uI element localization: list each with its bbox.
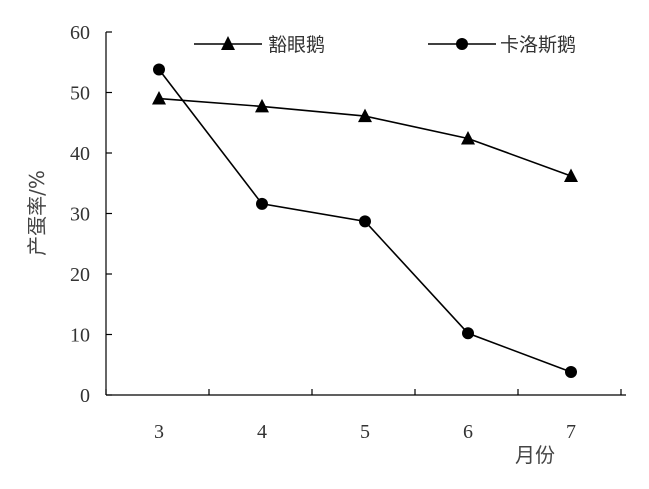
y-tick-label: 10 — [70, 325, 90, 347]
data-point-circle — [153, 63, 165, 76]
data-point-triangle — [255, 98, 269, 113]
data-point-triangle — [152, 91, 166, 105]
legend-triangle-marker — [221, 36, 235, 50]
data-point-triangle — [461, 130, 475, 145]
legend-label-series-2: 卡洛斯鹅 — [500, 34, 576, 56]
data-point-circle — [256, 197, 268, 210]
x-tick-label: 7 — [566, 421, 576, 443]
legend-label-series-1: 豁眼鹅 — [268, 34, 325, 56]
x-tick-label: 4 — [257, 421, 267, 443]
y-axis-title: 产蛋率/% — [25, 170, 49, 256]
y-tick-label: 40 — [70, 143, 90, 165]
y-tick-label: 60 — [70, 22, 90, 44]
data-point-circle — [565, 366, 577, 379]
x-tick-label: 5 — [360, 421, 370, 443]
x-tick-label: 6 — [463, 421, 473, 443]
legend-circle-marker — [456, 38, 468, 50]
legend: 豁眼鹅 卡洛斯鹅 — [194, 34, 576, 56]
axes — [105, 32, 626, 396]
legend-item-series-1: 豁眼鹅 — [194, 34, 325, 56]
x-tick-label: 3 — [154, 421, 164, 443]
x-ticks: 3 4 5 6 7 — [105, 389, 622, 443]
data-point-triangle — [564, 168, 578, 182]
data-point-triangle — [358, 108, 372, 123]
y-tick-label: 0 — [80, 385, 90, 407]
y-tick-label: 50 — [70, 83, 90, 105]
y-tick-label: 30 — [70, 204, 90, 226]
y-ticks: 0 10 20 30 40 50 60 — [70, 22, 112, 407]
legend-item-series-2: 卡洛斯鹅 — [428, 34, 576, 56]
data-point-circle — [462, 327, 474, 340]
data-point-circle — [359, 215, 371, 228]
x-axis-title: 月份 — [515, 443, 555, 467]
y-tick-label: 20 — [70, 264, 90, 286]
series-layer — [152, 63, 578, 379]
